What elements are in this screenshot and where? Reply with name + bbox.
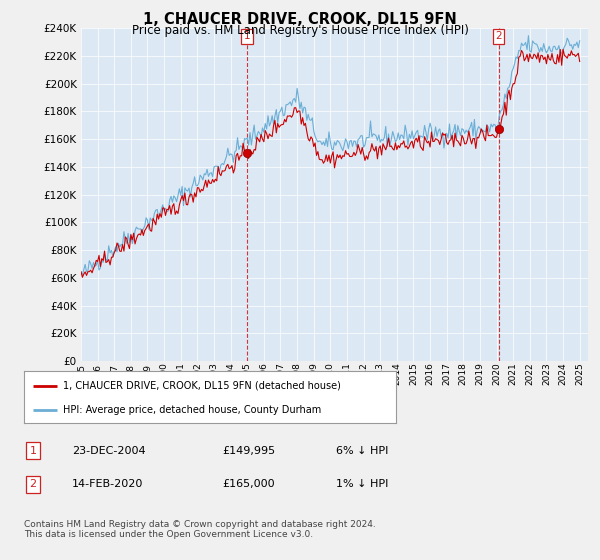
- Text: HPI: Average price, detached house, County Durham: HPI: Average price, detached house, Coun…: [63, 405, 322, 415]
- Text: 1: 1: [29, 446, 37, 456]
- Text: 2: 2: [495, 31, 502, 41]
- Text: £165,000: £165,000: [222, 479, 275, 489]
- Text: 14-FEB-2020: 14-FEB-2020: [72, 479, 143, 489]
- Text: Contains HM Land Registry data © Crown copyright and database right 2024.
This d: Contains HM Land Registry data © Crown c…: [24, 520, 376, 539]
- Text: 1: 1: [244, 31, 250, 41]
- Text: 1% ↓ HPI: 1% ↓ HPI: [336, 479, 388, 489]
- Text: 1, CHAUCER DRIVE, CROOK, DL15 9FN (detached house): 1, CHAUCER DRIVE, CROOK, DL15 9FN (detac…: [63, 381, 341, 391]
- Text: £149,995: £149,995: [222, 446, 275, 456]
- Text: Price paid vs. HM Land Registry's House Price Index (HPI): Price paid vs. HM Land Registry's House …: [131, 24, 469, 37]
- Text: 6% ↓ HPI: 6% ↓ HPI: [336, 446, 388, 456]
- Text: 23-DEC-2004: 23-DEC-2004: [72, 446, 146, 456]
- Text: 2: 2: [29, 479, 37, 489]
- Text: 1, CHAUCER DRIVE, CROOK, DL15 9FN: 1, CHAUCER DRIVE, CROOK, DL15 9FN: [143, 12, 457, 27]
